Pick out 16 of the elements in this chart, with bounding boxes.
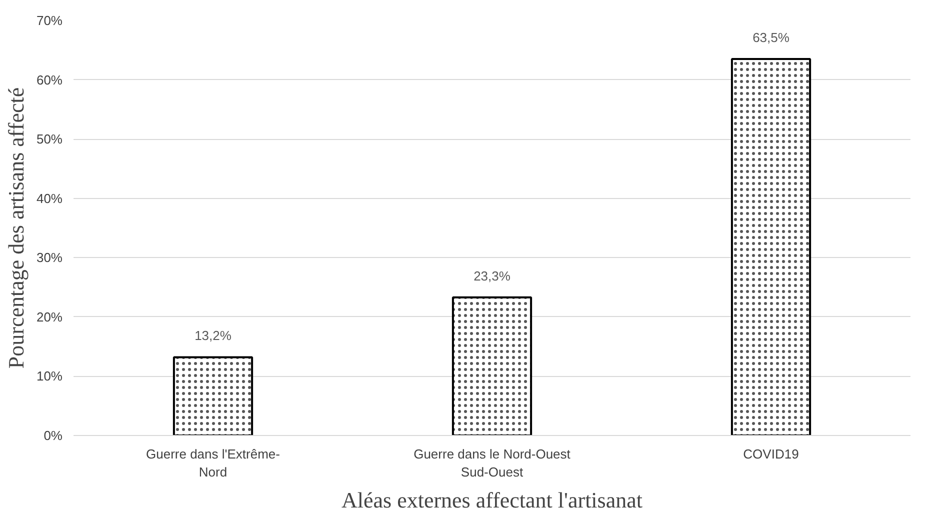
y-tick-label: 60%	[36, 72, 63, 88]
y-tick-label: 0%	[44, 428, 63, 443]
data-label: 23,3%	[474, 268, 511, 284]
y-tick-label: 70%	[36, 13, 63, 28]
data-label: 13,2%	[194, 328, 232, 344]
x-axis-title: Aléas externes affectant l'artisanat	[341, 488, 643, 512]
y-tick-label: 40%	[36, 190, 63, 206]
y-axis-title: Pourcentage des artisans affecté	[3, 87, 28, 369]
x-tick-label: COVID19	[743, 446, 799, 462]
y-tick-label: 50%	[36, 132, 63, 147]
y-tick-label: 20%	[36, 309, 63, 324]
y-tick-label: 30%	[36, 250, 63, 266]
x-tick-label: Guerre dans le Nord-Ouest Sud-Ouest	[414, 446, 571, 480]
x-tick-label: Guerre dans l'Extrême-Nord	[146, 446, 280, 480]
y-tick-label: 10%	[36, 368, 63, 384]
data-label: 63,5%	[752, 30, 790, 46]
